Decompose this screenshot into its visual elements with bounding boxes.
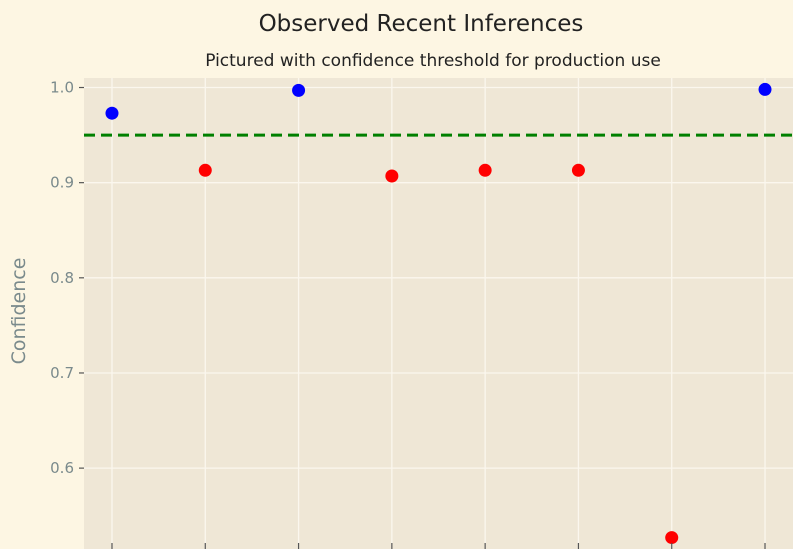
y-tick-label: 0.9	[50, 174, 74, 192]
y-tick-label: 0.7	[50, 364, 74, 382]
grid-lines	[84, 78, 793, 549]
y-ticks: 0.6 0.7 0.8 0.9 1.0	[50, 79, 84, 477]
y-tick-label: 0.6	[50, 459, 74, 477]
data-point	[478, 163, 492, 177]
chart-title: Observed Recent Inferences	[259, 11, 584, 37]
data-point	[758, 82, 772, 96]
data-point	[292, 83, 306, 97]
chart-subtitle: Pictured with confidence threshold for p…	[205, 51, 661, 71]
y-tick-label: 0.8	[50, 269, 74, 287]
plot-area	[84, 78, 793, 549]
x-ticks	[111, 543, 766, 549]
data-point	[105, 106, 119, 120]
y-axis-label: Confidence	[8, 258, 30, 365]
data-points	[105, 82, 772, 545]
data-point	[198, 163, 212, 177]
data-point	[665, 531, 679, 545]
data-point	[571, 163, 585, 177]
y-tick-label: 1.0	[50, 79, 74, 97]
data-point	[385, 169, 399, 183]
